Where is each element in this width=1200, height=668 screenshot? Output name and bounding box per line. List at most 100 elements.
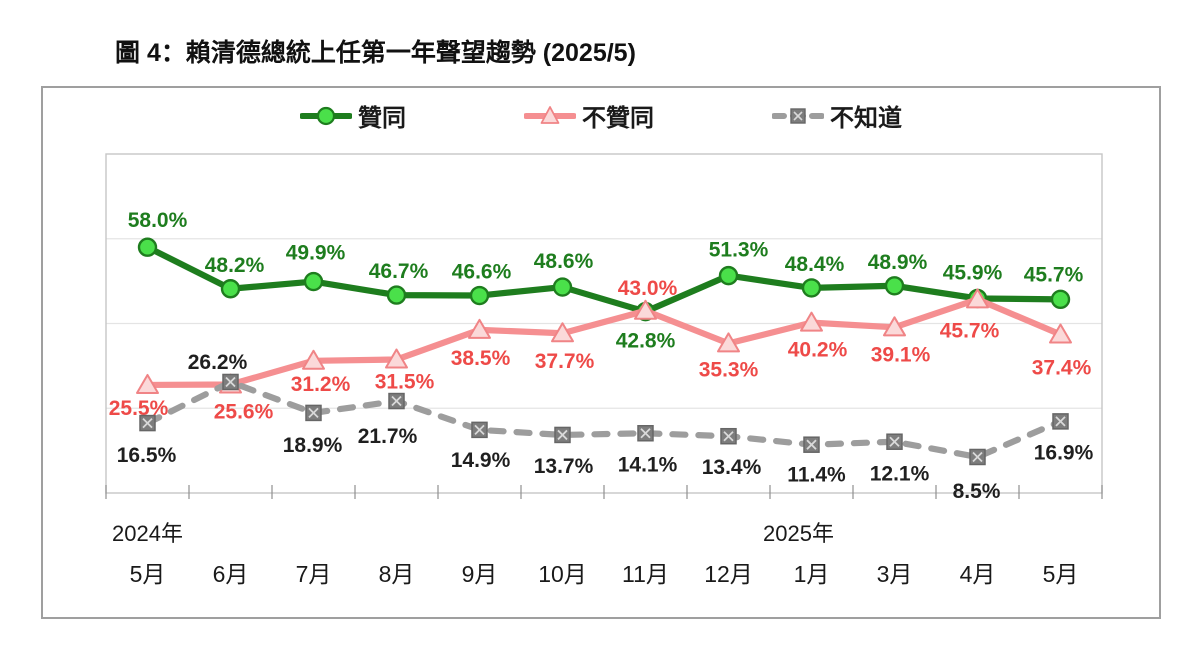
disapprove-data-label: 37.7% xyxy=(535,350,595,373)
unknown-marker-x xyxy=(806,439,817,450)
x-axis-month-label: 4月 xyxy=(960,561,996,587)
x-axis-month-label: 10月 xyxy=(538,561,587,587)
approve-marker xyxy=(801,278,822,298)
trend-line-chart: 58.0% 48.2% 49.9% 46.7% 46.6% 48.6% 42.8% 51.3%… xyxy=(105,153,1103,587)
x-axis-year-label: 2025年 xyxy=(763,521,834,546)
approve-marker xyxy=(220,279,241,299)
disapprove-marker xyxy=(1049,323,1072,344)
approve-marker xyxy=(469,285,490,306)
disapprove-marker xyxy=(551,322,574,343)
approve-data-label: 48.9% xyxy=(868,251,928,274)
disapprove-marker xyxy=(800,311,823,332)
unknown-marker-x xyxy=(474,424,485,435)
disapprove-line-marker-icon xyxy=(524,105,576,124)
approve-marker xyxy=(552,277,573,297)
x-axis-month-label: 5月 xyxy=(130,561,166,587)
unknown-data-label: 11.4% xyxy=(787,464,846,487)
legend-label-disapprove: 不贊同 xyxy=(582,105,654,132)
approve-data-label: 49.9% xyxy=(286,242,346,265)
disapprove-data-label: 25.5% xyxy=(109,397,169,420)
x-axis-month-label: 9月 xyxy=(462,561,498,587)
disapprove-marker xyxy=(634,299,657,320)
legend-item-disapprove: 不贊同 xyxy=(524,98,654,133)
unknown-data-label: 26.2% xyxy=(188,351,248,374)
unknown-marker-x xyxy=(225,376,236,388)
approve-data-label: 48.4% xyxy=(785,253,845,276)
approve-marker xyxy=(137,237,158,257)
unknown-data-label: 13.4% xyxy=(702,456,762,479)
legend-item-approve: 贊同 xyxy=(300,98,406,133)
disapprove-data-label: 37.4% xyxy=(1032,357,1092,380)
approve-marker xyxy=(303,271,324,292)
unknown-data-label: 14.1% xyxy=(618,453,678,476)
approve-data-label: 48.6% xyxy=(534,250,594,273)
x-axis-month-label: 12月 xyxy=(704,561,753,587)
approve-data-label: 45.9% xyxy=(943,261,1003,284)
approve-marker xyxy=(386,285,407,305)
unknown-data-label: 8.5% xyxy=(953,480,1001,503)
approve-line-marker-icon xyxy=(300,106,352,125)
approve-data-label: 45.7% xyxy=(1024,263,1084,286)
unknown-marker-x xyxy=(308,407,319,419)
chart-frame: 贊同 不贊同 不知道 58.0% 48.2% 49.9% 46.7% 46.6% 48.6… xyxy=(41,86,1161,619)
disapprove-marker xyxy=(966,288,989,309)
unknown-marker-x xyxy=(1055,416,1066,427)
disapprove-marker xyxy=(717,332,740,353)
unknown-data-label: 14.9% xyxy=(451,449,511,472)
unknown-data-label: 16.5% xyxy=(117,444,177,467)
legend-label-unknown: 不知道 xyxy=(830,105,902,132)
disapprove-data-label: 25.6% xyxy=(214,401,274,424)
x-axis-month-label: 3月 xyxy=(877,561,913,587)
disapprove-data-label: 31.2% xyxy=(291,373,351,396)
unknown-marker-x xyxy=(142,417,153,429)
x-axis-month-label: 11月 xyxy=(622,561,669,587)
disapprove-data-label: 35.3% xyxy=(699,358,759,381)
x-axis-month-label: 5月 xyxy=(1043,561,1079,587)
disapprove-marker xyxy=(302,349,325,370)
approve-marker xyxy=(718,265,739,286)
approve-line xyxy=(144,244,1064,315)
unknown-data-label: 12.1% xyxy=(870,463,930,486)
chart-legend: 贊同 不贊同 不知道 xyxy=(43,98,1159,133)
disapprove-data-label: 43.0% xyxy=(618,277,678,300)
approve-data-label: 42.8% xyxy=(616,330,676,353)
x-axis-year-label: 2024年 xyxy=(112,521,183,546)
disapprove-marker xyxy=(136,373,159,394)
unknown-data-label: 16.9% xyxy=(1034,441,1094,464)
unknown-marker-x xyxy=(391,395,402,407)
unknown-marker-x xyxy=(640,428,651,439)
unknown-marker-x xyxy=(723,431,734,442)
unknown-data-label: 18.9% xyxy=(283,434,343,457)
x-axis-month-label: 7月 xyxy=(296,561,332,587)
disapprove-data-label: 38.5% xyxy=(451,347,511,370)
x-axis-month-label: 6月 xyxy=(213,561,249,587)
disapprove-marker xyxy=(385,348,408,369)
unknown-line-marker-icon xyxy=(772,107,824,124)
unknown-data-label: 13.7% xyxy=(534,455,594,478)
legend-item-unknown: 不知道 xyxy=(772,98,902,133)
approve-data-label: 58.0% xyxy=(128,209,188,232)
disapprove-data-label: 31.5% xyxy=(375,371,435,394)
unknown-marker-x xyxy=(557,429,568,441)
figure-title: 圖 4：賴清德總統上任第一年聲望趨勢 (2025/5) xyxy=(115,39,636,67)
approve-marker xyxy=(1050,289,1071,310)
legend-label-approve: 贊同 xyxy=(358,105,406,132)
approve-data-label: 46.7% xyxy=(369,260,429,283)
approve-data-label: 46.6% xyxy=(452,261,512,284)
disapprove-data-label: 39.1% xyxy=(871,343,931,366)
approve-data-label: 51.3% xyxy=(709,239,769,262)
unknown-marker-x xyxy=(889,436,900,447)
disapprove-marker xyxy=(468,318,491,339)
x-axis-month-label: 8月 xyxy=(379,561,415,587)
disapprove-marker xyxy=(883,316,906,337)
approve-data-label: 48.2% xyxy=(205,254,265,277)
x-axis-month-label: 1月 xyxy=(794,561,830,587)
unknown-data-label: 21.7% xyxy=(358,425,418,448)
unknown-marker-x xyxy=(972,451,983,463)
approve-marker xyxy=(884,276,905,296)
disapprove-data-label: 40.2% xyxy=(788,339,848,362)
disapprove-data-label: 45.7% xyxy=(940,319,1000,342)
unknown-line xyxy=(144,378,1064,461)
disapprove-line xyxy=(144,296,1064,389)
